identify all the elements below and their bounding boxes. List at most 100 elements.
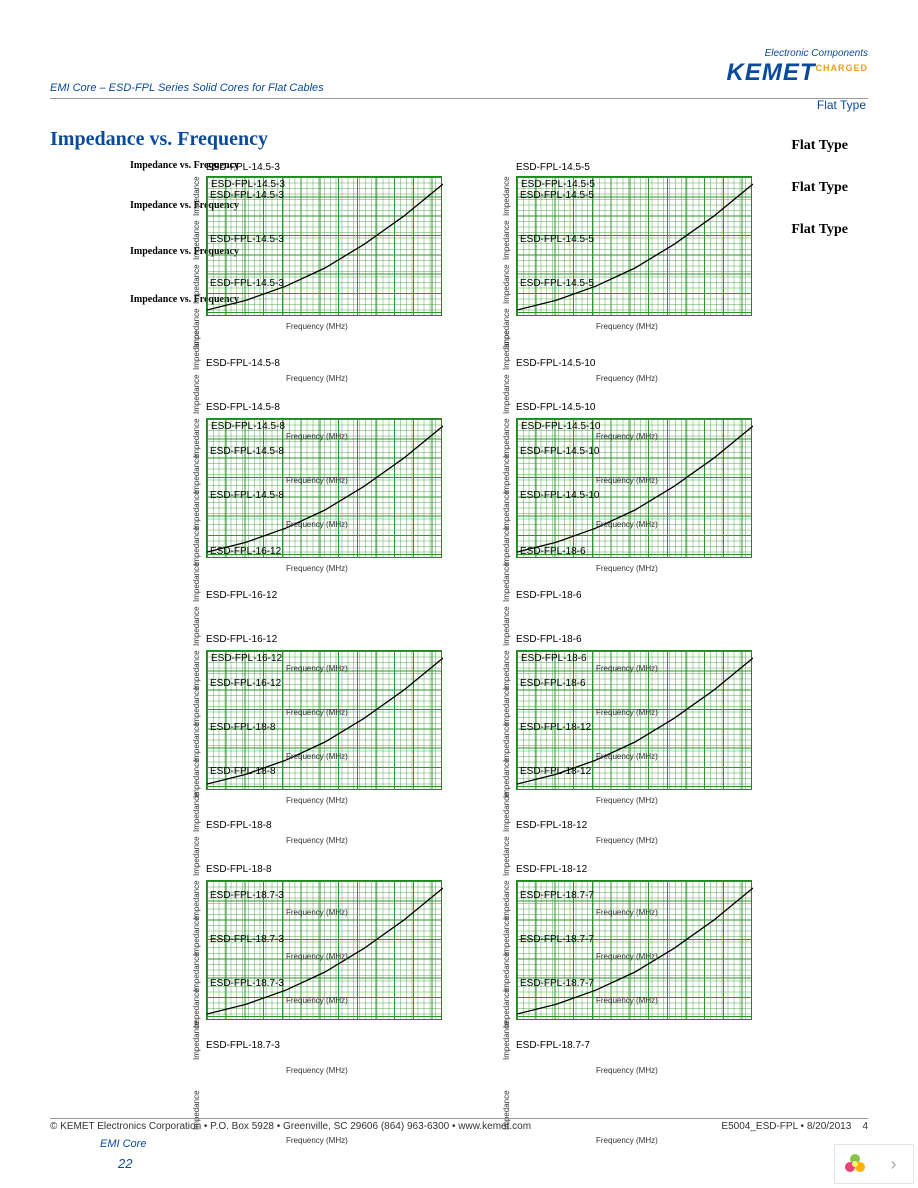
x-axis-label: Frequency (MHz) [596, 996, 658, 1005]
y-axis-label: Impedance [192, 686, 201, 726]
x-axis-label: Frequency (MHz) [596, 432, 658, 441]
chart-title: ESD-FPL-14.5-8 [206, 402, 280, 413]
chart-title: ESD-FPL-14.5-3 [210, 234, 284, 245]
x-axis-label: Frequency (MHz) [596, 664, 658, 673]
y-axis-label: Impedance [192, 264, 201, 304]
footer-emi-label: EMI Core [100, 1138, 146, 1150]
chart-title: ESD-FPL-18.7-3 [210, 890, 284, 901]
footer-page-22: 22 [118, 1156, 132, 1171]
y-axis-label: Impedance [502, 880, 511, 920]
x-axis-label: Frequency (MHz) [286, 564, 348, 573]
chart-title: ESD-FPL-14.5-10 [516, 402, 595, 413]
x-axis-label: Frequency (MHz) [596, 476, 658, 485]
y-axis-label: Impedance [502, 686, 511, 726]
chart-title: ESD-FPL-18-8 [206, 820, 272, 831]
chart-title: ESD-FPL-14.5-3 [210, 278, 284, 289]
x-axis-label: Frequency (MHz) [286, 908, 348, 917]
chart-title: ESD-FPL-18-6 [521, 653, 587, 664]
y-axis-label: Impedance [192, 792, 201, 832]
x-axis-label: Frequency (MHz) [286, 476, 348, 485]
chart-title: ESD-FPL-18.7-7 [520, 890, 594, 901]
chart-title: ESD-FPL-14.5-5 [520, 278, 594, 289]
footer-bar: © KEMET Electronics Corporation • P.O. B… [50, 1118, 868, 1132]
x-axis-label: Frequency (MHz) [596, 1066, 658, 1075]
x-axis-label: Frequency (MHz) [286, 1136, 348, 1145]
x-axis-label: Frequency (MHz) [286, 1066, 348, 1075]
chart-title: ESD-FPL-14.5-5 [516, 162, 590, 173]
next-button[interactable]: › [874, 1144, 913, 1184]
y-axis-label: Impedance [192, 650, 201, 690]
x-axis-label: Frequency (MHz) [596, 796, 658, 805]
chart-title: ESD-FPL-16-12 [206, 590, 277, 601]
y-axis-label: Impedance [502, 952, 511, 992]
chart-title: ESD-FPL-18-8 [206, 864, 272, 875]
y-axis-label: Impedance [502, 562, 511, 602]
y-axis-label: Impedance [502, 792, 511, 832]
x-axis-label: Frequency (MHz) [286, 322, 348, 331]
chart-title: ESD-FPL-14.5-8 [210, 446, 284, 457]
flat-type-label: Flat Type [791, 180, 848, 196]
x-axis-label: Frequency (MHz) [286, 752, 348, 761]
chart-title: ESD-FPL-14.5-5 [521, 179, 595, 190]
chart-title: ESD-FPL-14.5-10 [520, 446, 599, 457]
chart-title: ESD-FPL-18-6 [516, 634, 582, 645]
x-axis-label: Frequency (MHz) [596, 836, 658, 845]
y-axis-label: Impedance [192, 220, 201, 260]
chart-title: ESD-FPL-14.5-10 [521, 421, 600, 432]
y-axis-label: Impedance [192, 526, 201, 566]
y-axis-label: Impedance [192, 176, 201, 216]
header-bar: EMI Core – ESD-FPL Series Solid Cores fo… [50, 78, 868, 99]
x-axis-label: Frequency (MHz) [596, 564, 658, 573]
y-axis-label: Impedance [502, 220, 511, 260]
y-axis-label: Impedance [502, 176, 511, 216]
chart-title: ESD-FPL-16-12 [211, 653, 282, 664]
y-axis-label: Impedance [502, 418, 511, 458]
x-axis-label: Frequency (MHz) [286, 708, 348, 717]
chart-title: ESD-FPL-14.5-10 [520, 490, 599, 501]
x-axis-label: Frequency (MHz) [596, 1136, 658, 1145]
logo-tagline: Electronic Components [726, 48, 868, 59]
x-axis-label: Frequency (MHz) [286, 664, 348, 673]
y-axis-label: Impedance [192, 562, 201, 602]
y-axis-label: Impedance [192, 952, 201, 992]
chart-title: ESD-FPL-18.7-7 [520, 978, 594, 989]
x-axis-label: Frequency (MHz) [596, 908, 658, 917]
flat-type-label: Flat Type [791, 138, 848, 154]
y-axis-label: Impedance [192, 836, 201, 876]
y-axis-label: Impedance [192, 454, 201, 494]
y-axis-label: Impedance [192, 490, 201, 530]
chart-title: ESD-FPL-18-12 [516, 820, 587, 831]
y-axis-label: Impedance [502, 1020, 511, 1060]
x-axis-label: Frequency (MHz) [286, 836, 348, 845]
x-axis-label: Frequency (MHz) [286, 432, 348, 441]
y-axis-label: Impedance [192, 374, 201, 414]
chart-title: ESD-FPL-18.7-7 [516, 1040, 590, 1051]
chart-title: ESD-FPL-18-6 [520, 546, 586, 557]
y-axis-label: Impedance [192, 418, 201, 458]
y-axis-label: Impedance [502, 264, 511, 304]
nav-widget: › [834, 1144, 914, 1184]
chart-title: ESD-FPL-18.7-3 [210, 934, 284, 945]
y-axis-label: Impedance [192, 916, 201, 956]
x-axis-label: Frequency (MHz) [286, 520, 348, 529]
x-axis-label: Frequency (MHz) [596, 752, 658, 761]
x-axis-label: Frequency (MHz) [286, 796, 348, 805]
chart-title: ESD-FPL-14.5-5 [520, 234, 594, 245]
y-axis-label: Impedance [192, 880, 201, 920]
chart-title: ESD-FPL-18-12 [516, 864, 587, 875]
chart-title: ESD-FPL-16-12 [210, 546, 281, 557]
x-axis-label: Frequency (MHz) [596, 520, 658, 529]
x-axis-label: Frequency (MHz) [286, 996, 348, 1005]
chart-title: ESD-FPL-18-6 [520, 678, 586, 689]
y-axis-label: Impedance [502, 374, 511, 414]
chart-title: ESD-FPL-14.5-3 [206, 162, 280, 173]
y-axis-label: Impedance [192, 606, 201, 646]
flat-type-header: Flat Type [817, 98, 866, 112]
chart-title: ESD-FPL-18.7-7 [520, 934, 594, 945]
chart-title: ESD-FPL-18-6 [516, 590, 582, 601]
y-axis-label: Impedance [502, 606, 511, 646]
y-axis-label: Impedance [502, 650, 511, 690]
chart-title: ESD-FPL-16-12 [210, 678, 281, 689]
y-axis-label: Impedance [502, 330, 511, 370]
x-axis-label: Frequency (MHz) [286, 952, 348, 961]
